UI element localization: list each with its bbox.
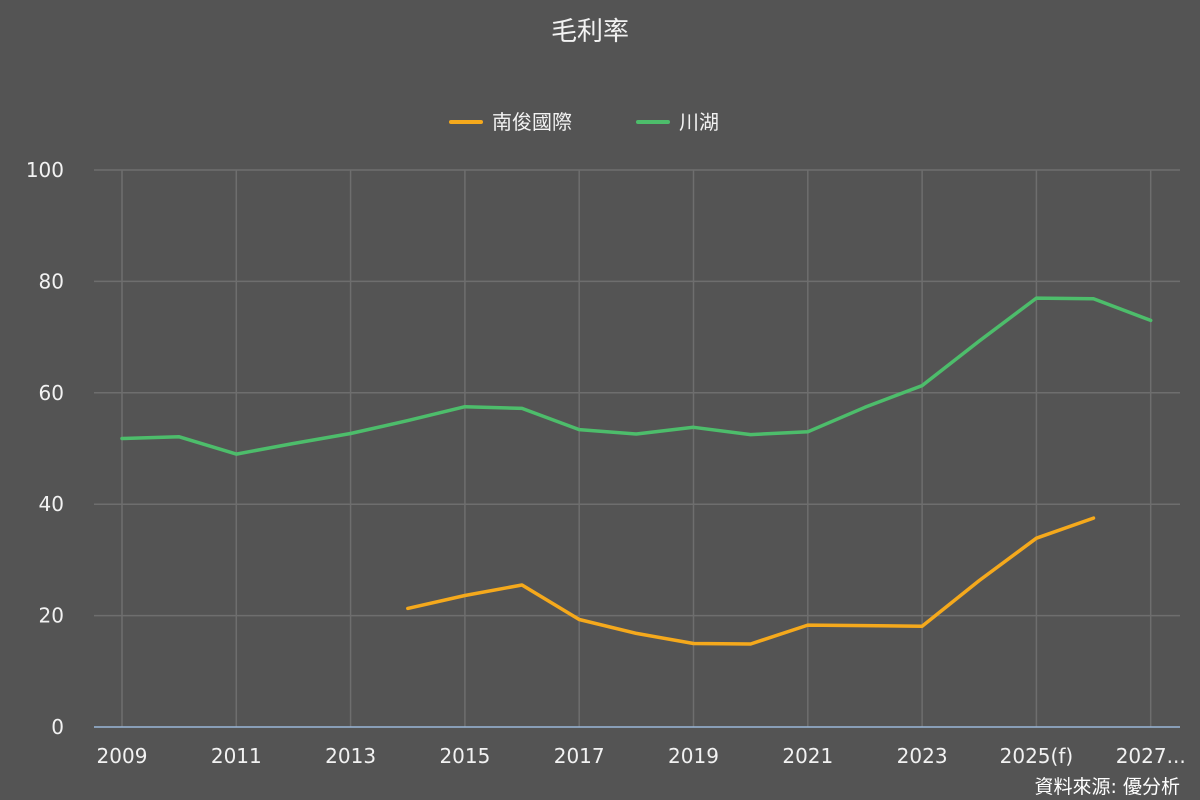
y-axis: 0 20 40 60 80 100: [26, 158, 64, 739]
chart-title: 毛利率: [551, 17, 629, 47]
y-tick-label: 60: [39, 381, 64, 405]
legend: 南俊國際 川湖: [449, 110, 719, 134]
x-tick-label: 2021: [782, 744, 833, 768]
x-tick-label: 2015: [439, 744, 490, 768]
x-tick-label: 2025(f): [1000, 744, 1074, 768]
x-tick-label: 2017: [554, 744, 605, 768]
y-tick-label: 100: [26, 158, 64, 182]
x-axis: 2009 2011 2013 2015 2017 2019 2021 2023 2025(f) 2…: [97, 744, 1186, 768]
source-note: 資料來源: 優分析: [1035, 776, 1180, 798]
legend-label-1: 川湖: [679, 110, 719, 134]
x-tick-label: 2013: [325, 744, 376, 768]
series-layer: [120, 296, 1153, 646]
x-tick-label: 2023: [897, 744, 948, 768]
x-tick-label: 2027...: [1116, 744, 1186, 768]
y-tick-label: 80: [39, 269, 64, 293]
grid: [94, 169, 1180, 728]
y-tick-label: 20: [39, 604, 64, 628]
x-tick-label: 2011: [211, 744, 262, 768]
legend-label-0: 南俊國際: [492, 110, 572, 134]
series-line-1: [120, 296, 1153, 456]
series-line-0: [406, 516, 1096, 646]
x-tick-label: 2009: [97, 744, 148, 768]
y-tick-label: 40: [39, 492, 64, 516]
x-tick-label: 2019: [668, 744, 719, 768]
y-tick-label: 0: [51, 715, 64, 739]
